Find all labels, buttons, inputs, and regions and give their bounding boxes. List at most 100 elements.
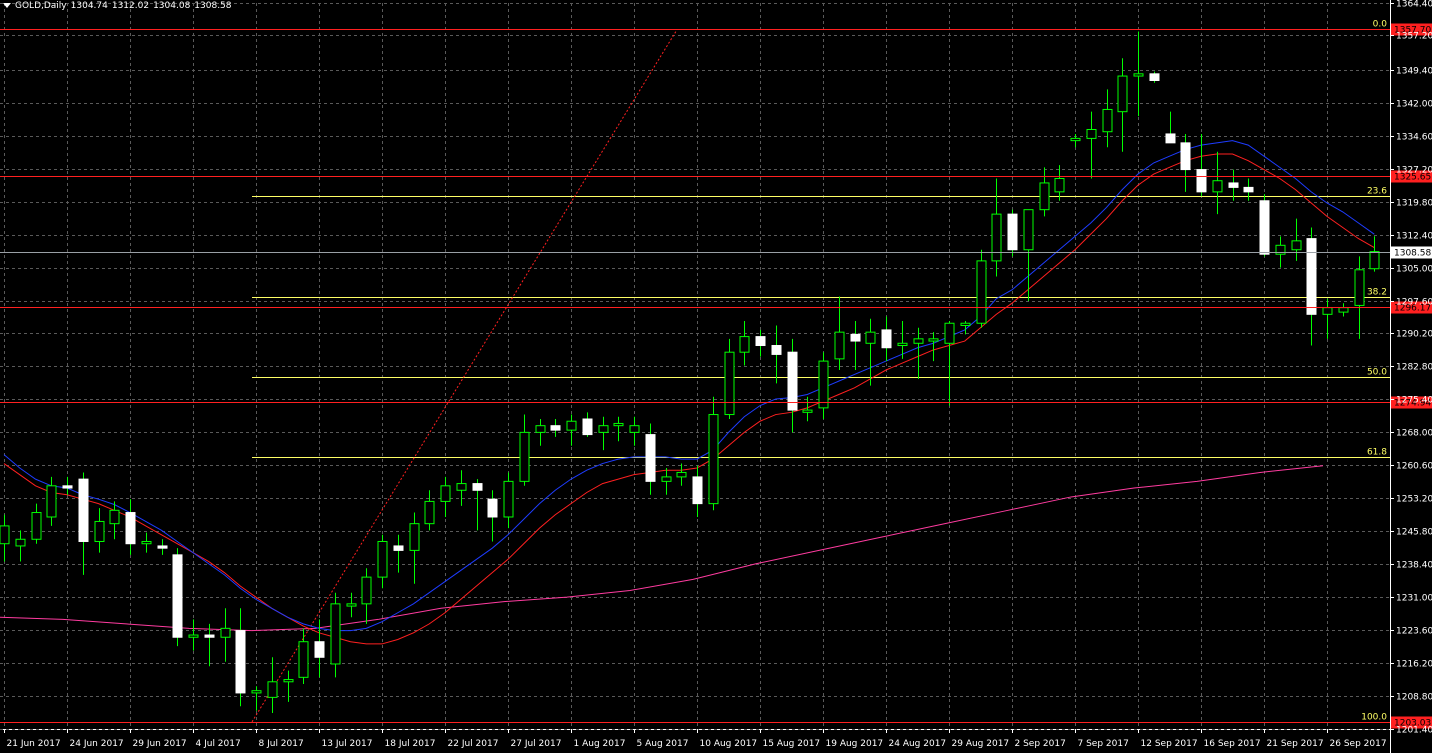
candle-bull — [708, 396, 719, 511]
x-tick-label: 10 Aug 2017 — [700, 739, 758, 749]
candle-body — [802, 409, 813, 413]
candle-bull — [1212, 151, 1223, 215]
x-tick-label: 21 Jun 2017 — [7, 739, 61, 749]
candle-body — [393, 545, 404, 551]
x-tick-label: 4 Jul 2017 — [196, 739, 241, 749]
y-tick-label: 1334.60 — [1396, 133, 1432, 143]
candle-bear — [771, 325, 782, 384]
candle-bull — [361, 568, 372, 624]
candle-body — [1117, 75, 1128, 113]
level-price-label: 1357.70 — [1394, 26, 1431, 36]
candle-bear — [582, 412, 593, 437]
candles — [0, 31, 1380, 713]
candle-body — [1354, 269, 1365, 306]
x-tick-label: 29 Aug 2017 — [952, 739, 1010, 749]
candle-body — [251, 690, 262, 694]
current-price-label: 1308.58 — [1394, 249, 1431, 259]
candle-bull — [834, 296, 845, 371]
candle-bear — [314, 619, 325, 678]
chevron-down-icon[interactable] — [3, 2, 11, 8]
fib-label: 61.8 — [1367, 448, 1387, 458]
candle-body — [535, 425, 546, 433]
symbol-label: GOLD,Daily — [15, 1, 67, 11]
candle-body — [1180, 142, 1191, 171]
y-tick-label: 1319.80 — [1396, 199, 1432, 209]
candle-bull — [928, 332, 939, 362]
candle-bull — [31, 503, 42, 544]
candle-body — [1259, 200, 1270, 255]
candle-bear — [204, 623, 215, 667]
candle-body — [739, 336, 750, 353]
level-price-box — [1391, 23, 1432, 36]
candle-bull — [251, 686, 262, 711]
candle-bull — [94, 508, 105, 553]
candle-bull — [1117, 58, 1128, 152]
low-value: 1304.08 — [153, 1, 191, 11]
candle-bull — [613, 416, 624, 442]
candle-body — [456, 483, 467, 491]
candle-body — [440, 485, 451, 502]
candle-bull — [377, 534, 388, 589]
candle-body — [928, 338, 939, 342]
candle-bull — [1070, 133, 1081, 148]
candle-body — [1023, 209, 1034, 251]
candle-bull — [739, 321, 750, 366]
candle-bull — [330, 592, 341, 678]
y-tick-label: 1253.20 — [1396, 495, 1432, 505]
candle-body — [582, 418, 593, 436]
candle-body — [913, 338, 924, 344]
candle-bull — [1133, 31, 1144, 117]
candle-bull — [1322, 298, 1333, 339]
candle-body — [330, 603, 341, 665]
candle-bull — [1102, 89, 1113, 148]
candle-bull — [424, 490, 435, 531]
candle-body — [771, 345, 782, 355]
fib-label: 100.0 — [1361, 713, 1387, 723]
candle-bull — [1023, 209, 1034, 301]
candle-bull — [629, 416, 640, 446]
candle-body — [31, 512, 42, 540]
candle-bear — [850, 321, 861, 371]
candle-bull — [1054, 165, 1065, 201]
candle-bull — [1039, 167, 1050, 217]
candle-bear — [550, 419, 561, 437]
candle-body — [172, 554, 183, 638]
y-tick-label: 1282.80 — [1396, 363, 1432, 373]
y-tick-label: 1297.60 — [1396, 298, 1432, 308]
candle-body — [1228, 182, 1239, 188]
candle-body — [377, 540, 388, 578]
x-tick-label: 13 Jul 2017 — [322, 739, 373, 749]
candle-body — [676, 471, 687, 478]
fib-label: 0.0 — [1373, 20, 1388, 30]
candle-body — [834, 331, 845, 360]
candle-bull — [346, 592, 357, 618]
candle-body — [661, 476, 672, 482]
level-price-box — [1391, 170, 1432, 183]
y-tick-label: 1238.40 — [1396, 561, 1432, 571]
candle-bear — [1259, 194, 1270, 257]
candle-bear — [755, 329, 766, 357]
y-tick-label: 1305.00 — [1396, 265, 1432, 275]
candle-bear — [172, 548, 183, 647]
candle-bull — [897, 321, 908, 359]
candle-body — [472, 483, 483, 491]
trend-line — [251, 29, 678, 723]
candle-body — [1196, 169, 1207, 193]
candle-body — [94, 520, 105, 542]
candle-bull — [976, 249, 987, 328]
fib-label: 38.2 — [1367, 288, 1387, 298]
candle-body — [1212, 180, 1223, 193]
candle-bull — [298, 628, 309, 685]
candle-body — [787, 351, 798, 411]
price-axis: 1364.40 1357.20 1349.40 1342.00 1334.60 1327.… — [1390, 0, 1432, 736]
candle-body — [62, 485, 73, 489]
candle-bear — [1196, 133, 1207, 197]
y-tick-label: 1342.00 — [1396, 100, 1432, 110]
candle-body — [991, 213, 1002, 262]
level-price-box — [1391, 716, 1432, 729]
candle-body — [629, 425, 640, 433]
close-value: 1308.58 — [194, 1, 232, 11]
candle-body — [1102, 108, 1113, 133]
candle-body — [1149, 73, 1160, 81]
